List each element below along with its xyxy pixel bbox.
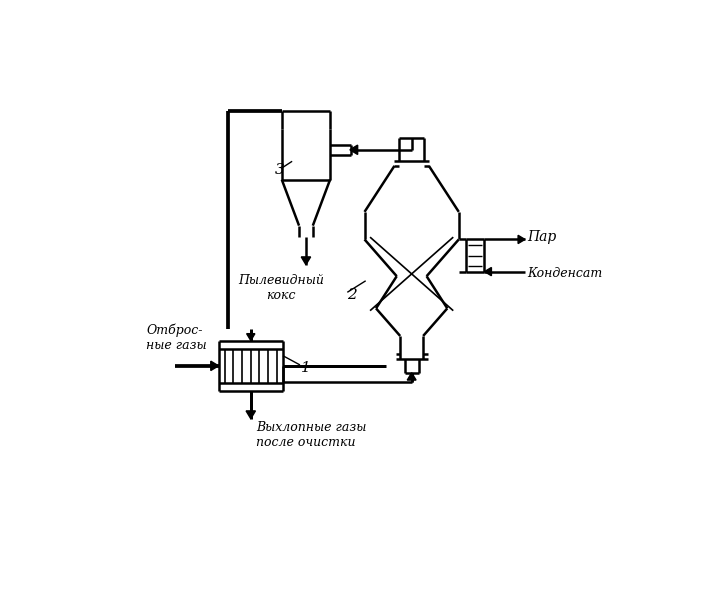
Text: 3: 3 <box>275 164 285 177</box>
Text: Конденсат: Конденсат <box>527 267 603 281</box>
Polygon shape <box>246 411 255 418</box>
Polygon shape <box>350 145 358 155</box>
Text: Выхлопные газы
после очистки: Выхлопные газы после очистки <box>257 421 366 449</box>
Text: 2: 2 <box>348 288 357 301</box>
Polygon shape <box>407 373 416 380</box>
Polygon shape <box>518 235 525 244</box>
Polygon shape <box>301 257 310 264</box>
Text: Пар: Пар <box>527 230 557 244</box>
Text: Отброс-
ные газы: Отброс- ные газы <box>146 324 207 352</box>
Text: 1: 1 <box>301 361 311 375</box>
Polygon shape <box>246 334 255 340</box>
Polygon shape <box>484 267 491 276</box>
Text: Пылевидный
кокс: Пылевидный кокс <box>238 274 324 302</box>
Polygon shape <box>211 361 219 371</box>
